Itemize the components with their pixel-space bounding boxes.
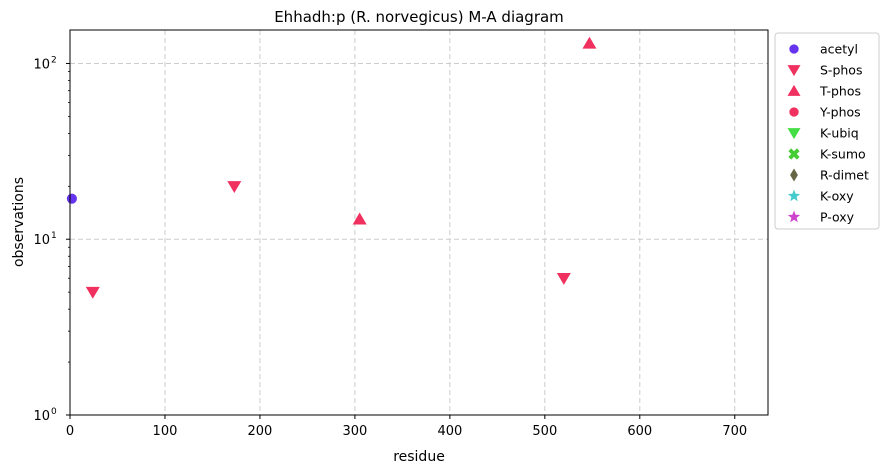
y-tick-exponent: 2 [51, 55, 57, 65]
legend: acetyl S-phos T-phos Y-phos K-ubiq K-sumo R-di… [774, 32, 880, 230]
grid [70, 30, 768, 415]
y-tick-exponent: 1 [51, 231, 57, 241]
legend-label: K-sumo [820, 147, 866, 162]
legend-marker-k-oxy [787, 189, 801, 202]
legend-frame [774, 32, 880, 230]
marker-stroke [788, 148, 800, 160]
legend-label: T-phos [819, 84, 861, 99]
data-point-t-phos [352, 212, 367, 225]
legend-marker-k-sumo [788, 148, 800, 160]
x-tick-label: 400 [437, 424, 462, 439]
legend-label: acetyl [820, 42, 858, 57]
legend-marker-s-phos [787, 65, 801, 77]
x-tick-label: 500 [532, 424, 557, 439]
x-tick-label: 700 [722, 424, 747, 439]
data-point-s-phos [227, 181, 242, 193]
data-point-t-phos [582, 36, 597, 49]
legend-label: K-ubiq [820, 126, 859, 141]
y-tick-exponent: 0 [51, 407, 57, 417]
x-tick-label: 300 [342, 424, 367, 439]
legend-label: R-dimet [820, 168, 869, 183]
x-tick-label: 200 [248, 424, 273, 439]
legend-marker-y-phos [789, 107, 799, 117]
chart-title: Ehhadh:p (R. norvegicus) M-A diagram [274, 8, 564, 26]
data-point-s-phos [556, 272, 571, 285]
legend-label: S-phos [820, 63, 862, 78]
x-axis-label: residue [393, 449, 445, 465]
legend-marker-k-ubiq [787, 128, 801, 140]
legend-label: K-oxy [820, 189, 854, 204]
data-point-acetyl [66, 193, 77, 204]
x-axis-ticks: 0 100 200 300 400 500 600 700 [66, 415, 747, 439]
legend-marker-p-oxy [787, 210, 801, 223]
y-tick-label: 10 [33, 57, 50, 72]
plot-frame [69, 29, 769, 416]
data-points [66, 36, 597, 299]
y-tick-label: 10 [33, 233, 50, 248]
legend-label: Y-phos [819, 105, 861, 120]
x-tick-label: 100 [153, 424, 178, 439]
data-point-s-phos [85, 286, 100, 299]
legend-label: P-oxy [820, 210, 855, 225]
x-tick-label: 0 [66, 424, 74, 439]
legend-marker-acetyl [789, 44, 799, 54]
legend-marker-r-dimet [790, 168, 798, 182]
x-tick-label: 600 [627, 424, 652, 439]
y-axis-label: observations [11, 177, 27, 267]
y-tick-label: 10 [33, 409, 50, 424]
legend-marker-t-phos [787, 84, 801, 96]
